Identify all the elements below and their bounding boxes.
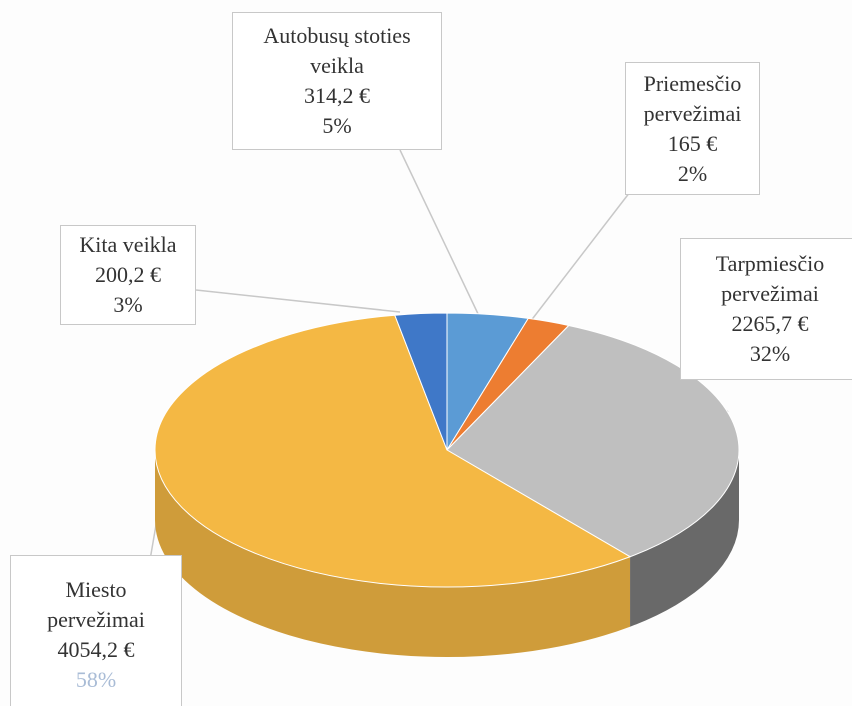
percent-label: 32%	[749, 341, 791, 366]
value-label: 4054,2 €	[57, 637, 135, 662]
data-label: Tarpmiesčio pervežimai 2265,7 € 32%	[680, 238, 852, 380]
leader-line	[529, 191, 631, 323]
value-label: 165 €	[667, 130, 718, 156]
slice	[154, 314, 632, 588]
data-label: Kita veikla 200,2 € 3%	[60, 225, 196, 325]
category-label: Priemesčio pervežimai	[643, 70, 742, 126]
category-label: Kita veikla	[79, 232, 177, 257]
value-label: 200,2 €	[95, 262, 161, 287]
leader-line	[195, 289, 401, 313]
value-label: 314,2 €	[304, 83, 370, 108]
pie-sides	[155, 450, 739, 657]
slice-side	[155, 450, 631, 657]
data-label: Autobusų stoties veikla 314,2 € 5%	[232, 12, 442, 150]
percent-label: 3%	[113, 292, 143, 317]
slice-side	[630, 450, 739, 627]
percent-label: 5%	[322, 113, 352, 138]
leader-line	[399, 149, 481, 319]
pie-tops	[154, 312, 740, 588]
data-label: Priemesčio pervežimai 165 € 2%	[625, 62, 760, 195]
slice	[446, 324, 740, 558]
category-label: Miesto pervežimai	[47, 577, 145, 632]
slice	[394, 312, 448, 451]
percent-label: 58%	[75, 667, 117, 692]
percent-label: 2%	[677, 160, 708, 186]
data-label: Miesto pervežimai 4054,2 € 58%	[10, 555, 182, 706]
value-label: 2265,7 €	[731, 311, 809, 336]
category-label: Autobusų stoties veikla	[263, 23, 411, 78]
category-label: Tarpmiesčio pervežimai	[715, 251, 825, 306]
